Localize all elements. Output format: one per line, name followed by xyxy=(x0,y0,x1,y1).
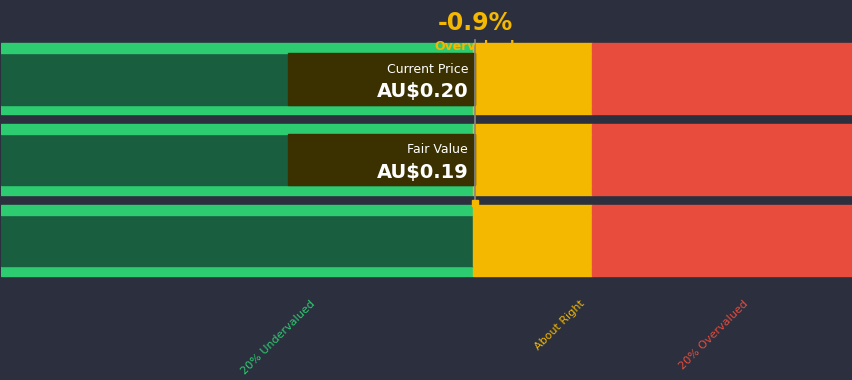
Bar xyxy=(2,215,473,266)
Bar xyxy=(2,43,473,53)
Bar xyxy=(591,185,850,195)
Bar xyxy=(591,134,850,185)
Bar xyxy=(2,53,473,105)
Bar xyxy=(2,105,473,114)
Bar xyxy=(473,124,591,134)
Text: Fair Value: Fair Value xyxy=(407,143,468,157)
Bar xyxy=(473,105,591,114)
Bar xyxy=(2,205,473,215)
Text: Current Price: Current Price xyxy=(386,63,468,76)
Bar xyxy=(591,266,850,276)
Bar xyxy=(591,43,850,53)
Bar xyxy=(473,53,591,105)
Text: 20% Overvalued: 20% Overvalued xyxy=(676,299,749,371)
Bar xyxy=(473,215,591,266)
Bar xyxy=(473,134,591,185)
Bar xyxy=(2,134,473,185)
Bar xyxy=(2,185,473,195)
Text: About Right: About Right xyxy=(532,299,585,352)
Bar xyxy=(591,53,850,105)
Bar xyxy=(473,266,591,276)
Bar xyxy=(591,105,850,114)
Text: AU$0.20: AU$0.20 xyxy=(376,82,468,101)
Bar xyxy=(473,185,591,195)
Bar xyxy=(473,205,591,215)
Bar xyxy=(2,266,473,276)
Bar xyxy=(591,205,850,215)
Text: AU$0.19: AU$0.19 xyxy=(376,163,468,182)
Text: -0.9%: -0.9% xyxy=(437,11,512,35)
Bar xyxy=(2,124,473,134)
Text: 20% Undervalued: 20% Undervalued xyxy=(239,299,317,376)
Bar xyxy=(473,43,591,53)
Text: Overvalued: Overvalued xyxy=(435,40,515,53)
Bar xyxy=(288,53,475,105)
Bar xyxy=(591,124,850,134)
Bar xyxy=(591,215,850,266)
Bar xyxy=(288,134,475,185)
